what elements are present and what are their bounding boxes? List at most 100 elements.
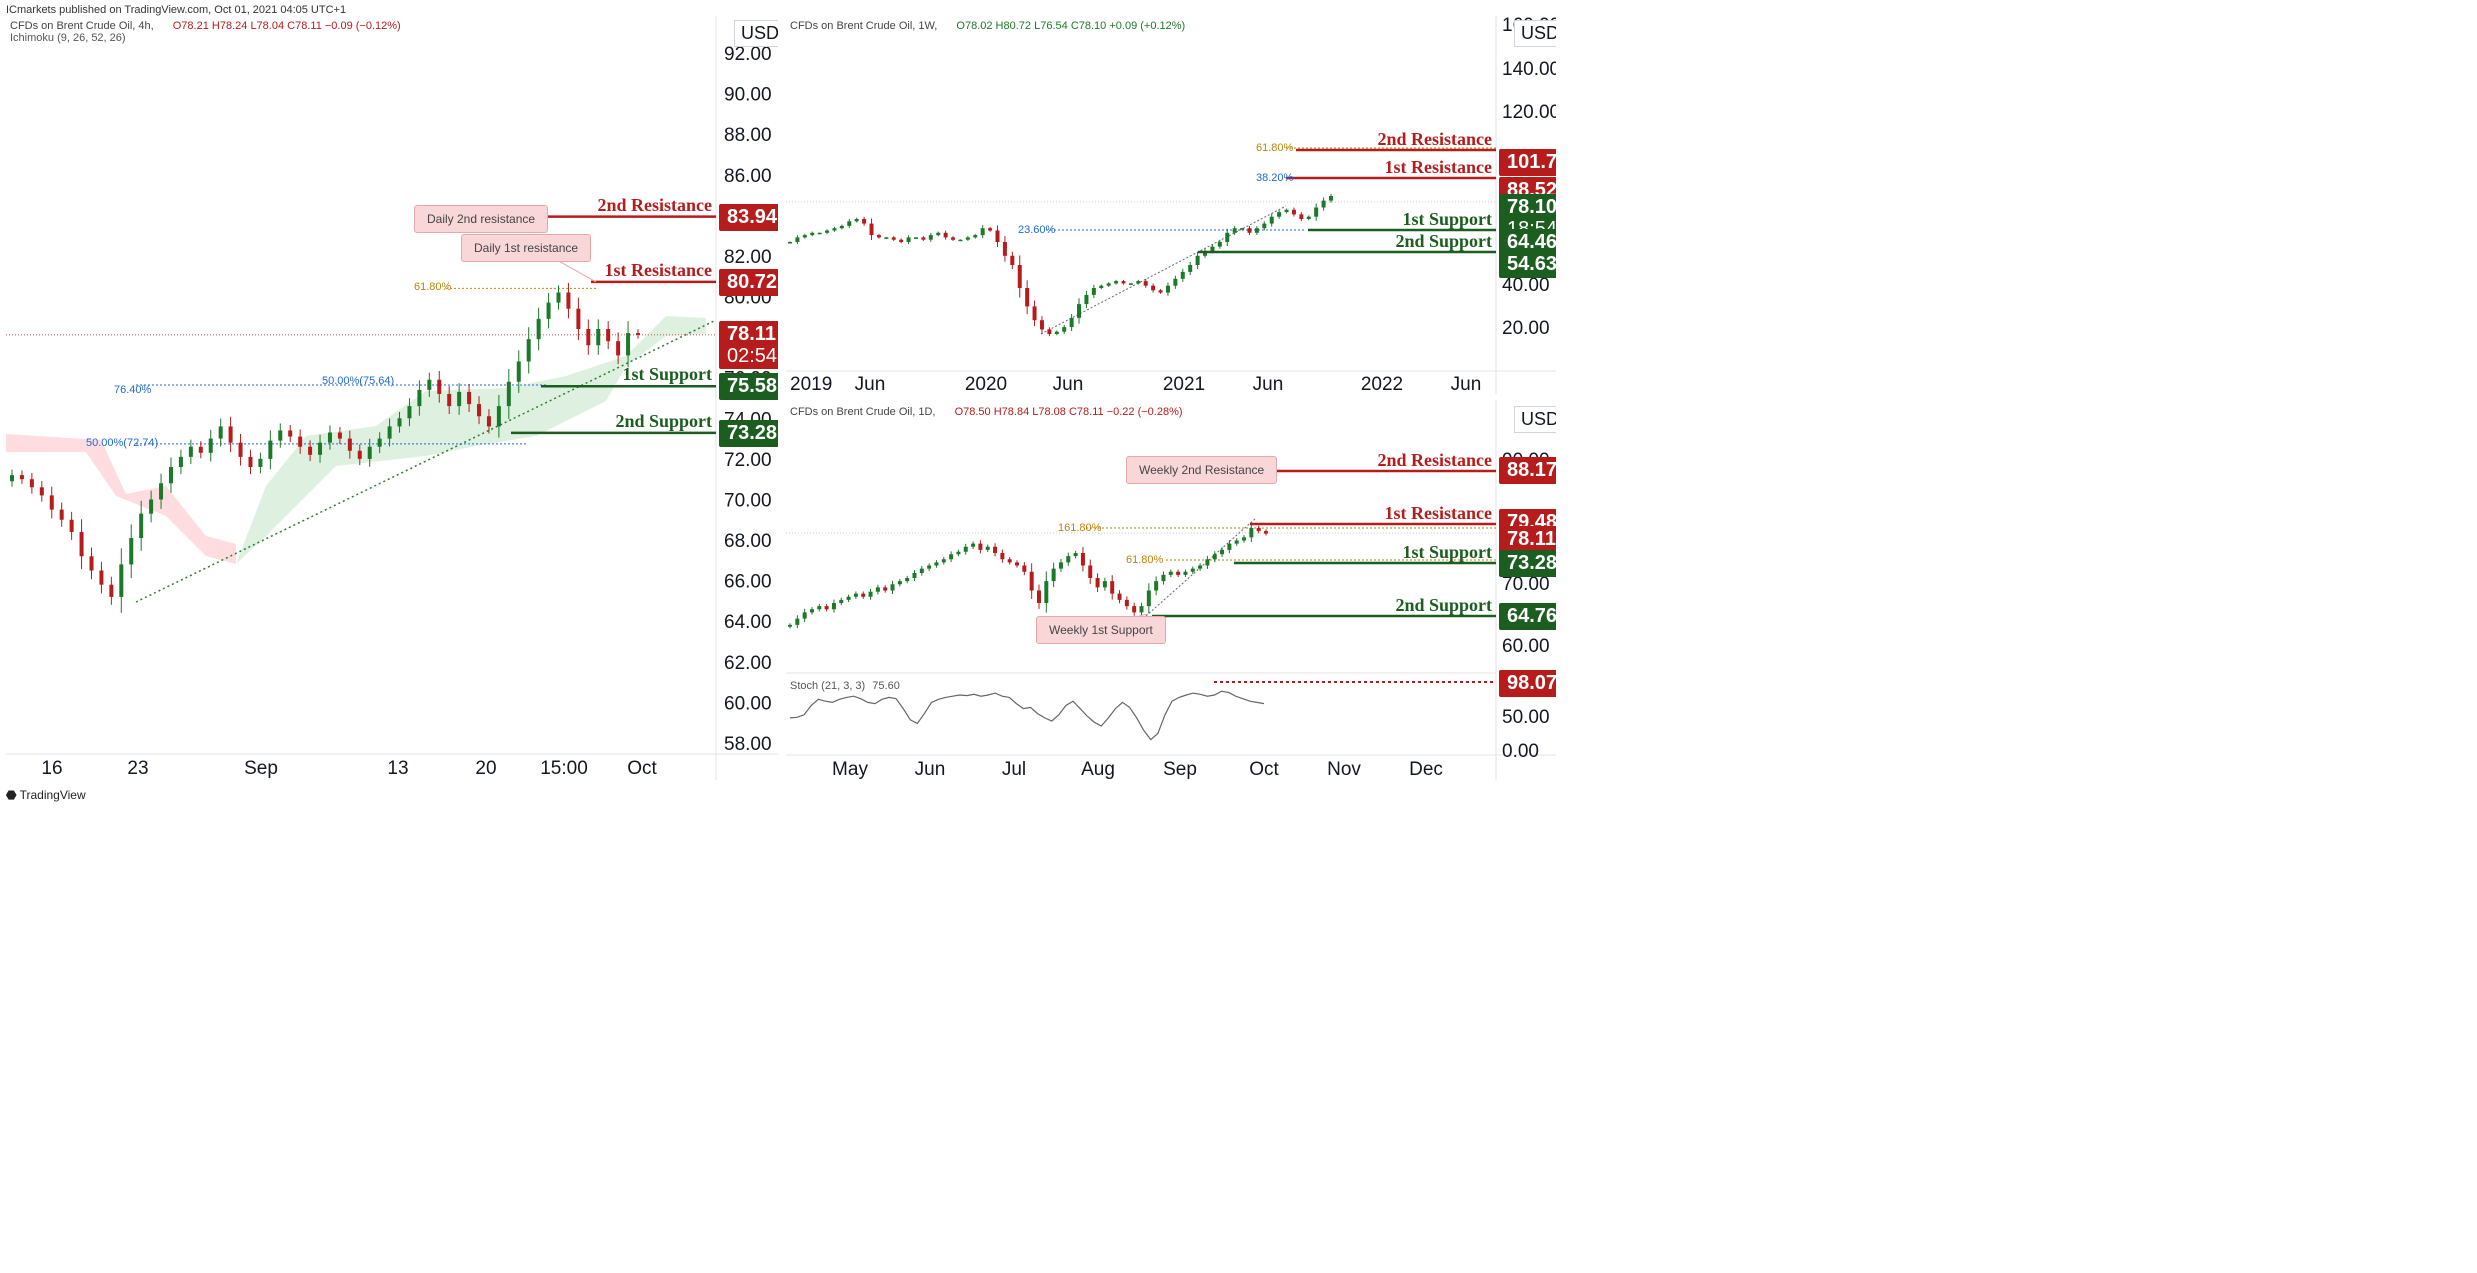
w1-candle bbox=[802, 235, 807, 238]
d1-candle bbox=[927, 565, 932, 569]
x-tick-label: Jul bbox=[1002, 759, 1026, 780]
h4-candle bbox=[407, 406, 412, 419]
chart-4h-panel[interactable]: CFDs on Brent Crude Oil, 4h, O78.21 H78.… bbox=[6, 16, 778, 780]
level-price-tag: 101.70 bbox=[1499, 149, 1556, 176]
y-tick-label: 72.00 bbox=[724, 450, 772, 471]
d1-candle bbox=[890, 584, 895, 591]
currency-label[interactable]: USD bbox=[1514, 406, 1556, 433]
h4-candle bbox=[89, 556, 94, 571]
w1-candle bbox=[958, 239, 963, 242]
x-tick-label: Nov bbox=[1327, 759, 1361, 780]
h4-candle bbox=[79, 531, 84, 557]
d1-candle bbox=[1242, 537, 1247, 541]
w1-candle bbox=[832, 228, 837, 231]
h4-candle bbox=[208, 438, 213, 453]
d1-candle bbox=[1205, 559, 1210, 566]
h4-candle bbox=[377, 438, 382, 447]
d1-candle bbox=[809, 609, 814, 613]
h4-candle bbox=[327, 432, 332, 443]
w1-candle bbox=[1143, 281, 1148, 286]
level-label: 1st Support bbox=[1402, 542, 1492, 562]
w1-candle bbox=[1262, 223, 1267, 229]
callout: Weekly 2nd Resistance bbox=[1126, 456, 1278, 484]
h4-candle bbox=[467, 391, 472, 405]
w1-candle bbox=[995, 230, 1000, 242]
ichimoku-cloud-green bbox=[236, 316, 706, 564]
d1-candle bbox=[795, 618, 800, 625]
h4-candle bbox=[248, 456, 253, 467]
ichimoku-cloud-red bbox=[6, 434, 236, 564]
w1-candle bbox=[1062, 327, 1067, 332]
d1-candle bbox=[846, 596, 851, 600]
w1-candle bbox=[1047, 329, 1052, 334]
d1-candle bbox=[934, 562, 939, 566]
w1-candle bbox=[1158, 290, 1163, 293]
w1-candle bbox=[1151, 285, 1156, 291]
chart-1d-panel[interactable]: CFDs on Brent Crude Oil, 1D, O78.50 H78.… bbox=[786, 400, 1556, 780]
w1-candle bbox=[913, 237, 918, 239]
h4-candle bbox=[139, 513, 144, 539]
d1-candle bbox=[919, 568, 924, 573]
w1-candle bbox=[899, 239, 904, 242]
h4-candle bbox=[278, 430, 283, 441]
x-tick-label: Dec bbox=[1409, 759, 1443, 780]
w1-candle bbox=[1277, 212, 1282, 217]
w1-candle bbox=[1188, 265, 1193, 272]
x-tick-label: Jun bbox=[915, 759, 946, 780]
w1-candle bbox=[1114, 281, 1119, 284]
fib-label: 38.20% bbox=[1256, 172, 1294, 184]
h4-candle bbox=[536, 318, 541, 340]
trendline bbox=[135, 320, 715, 603]
x-tick-label: Oct bbox=[627, 758, 657, 779]
y-tick-label: 90.00 bbox=[724, 85, 772, 106]
d1-candle bbox=[1198, 565, 1203, 569]
level-price-tag: 64.76 bbox=[1499, 603, 1556, 630]
w1-candle bbox=[943, 232, 948, 238]
w1-candle bbox=[1195, 255, 1200, 265]
w1-candle bbox=[1284, 209, 1289, 213]
y-tick-label: 68.00 bbox=[724, 531, 772, 552]
w1-candle bbox=[1069, 317, 1074, 328]
d1-candle bbox=[897, 581, 902, 585]
w1-candle bbox=[1269, 216, 1274, 224]
y-tick-label: 88.00 bbox=[724, 125, 772, 146]
h4-candle bbox=[268, 440, 273, 459]
w1-candle bbox=[921, 237, 926, 240]
d1-candle bbox=[1073, 553, 1078, 557]
chart-1w-panel[interactable]: CFDs on Brent Crude Oil, 1W, O78.02 H80.… bbox=[786, 16, 1556, 394]
y-tick-label: 120.00 bbox=[1502, 102, 1556, 123]
h4-candle bbox=[109, 584, 114, 597]
x-tick-label: 20 bbox=[475, 758, 496, 779]
d1-candle bbox=[1110, 581, 1115, 594]
level-label: 2nd Resistance bbox=[597, 194, 712, 215]
h4-candle bbox=[596, 329, 601, 346]
callout: Weekly 1st Support bbox=[1036, 616, 1166, 644]
h4-candle bbox=[447, 393, 452, 407]
w1-candle bbox=[928, 235, 933, 240]
y-tick-label: 70.00 bbox=[1502, 574, 1550, 595]
x-tick-label: Sep bbox=[244, 758, 278, 779]
level-label: 1st Support bbox=[622, 364, 712, 385]
currency-label[interactable]: USD bbox=[734, 20, 778, 47]
d1-candle bbox=[1168, 571, 1173, 575]
w1-candle bbox=[810, 232, 815, 236]
w1-candle bbox=[788, 242, 792, 244]
d1-candle bbox=[839, 599, 844, 603]
h4-candle bbox=[337, 432, 342, 439]
h4-candle bbox=[427, 379, 432, 390]
w1-candle bbox=[1128, 283, 1133, 285]
y-tick-label: 140.00 bbox=[1502, 59, 1556, 80]
x-tick-label: Jun bbox=[1253, 374, 1284, 394]
currency-label[interactable]: USD bbox=[1514, 20, 1556, 47]
h4-candle bbox=[298, 436, 303, 447]
h4-candle bbox=[39, 487, 44, 496]
w1-candle bbox=[1099, 285, 1104, 288]
d1-candle bbox=[853, 593, 858, 597]
d1-candle bbox=[1000, 553, 1005, 560]
d1-candle bbox=[1044, 581, 1049, 603]
d1-candle bbox=[1051, 568, 1056, 582]
chart-4h-canvas: 92.0090.0088.0086.0084.0082.0080.0078.00… bbox=[6, 16, 778, 780]
h4-candle bbox=[218, 426, 223, 439]
w1-candle bbox=[1091, 288, 1096, 295]
y-tick-label: 70.00 bbox=[724, 490, 772, 511]
